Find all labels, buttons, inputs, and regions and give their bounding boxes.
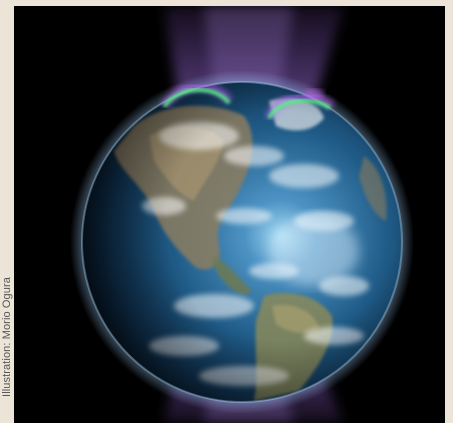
credit-text: Illustration: Morio Ogura [1,276,13,397]
aurora-ring [160,82,335,121]
earth-globe [82,82,402,402]
earth-illustration [14,6,445,423]
image-credit: Illustration: Morio Ogura [0,250,14,423]
earth-aurora-image [14,6,445,423]
globe-rim [81,81,403,403]
